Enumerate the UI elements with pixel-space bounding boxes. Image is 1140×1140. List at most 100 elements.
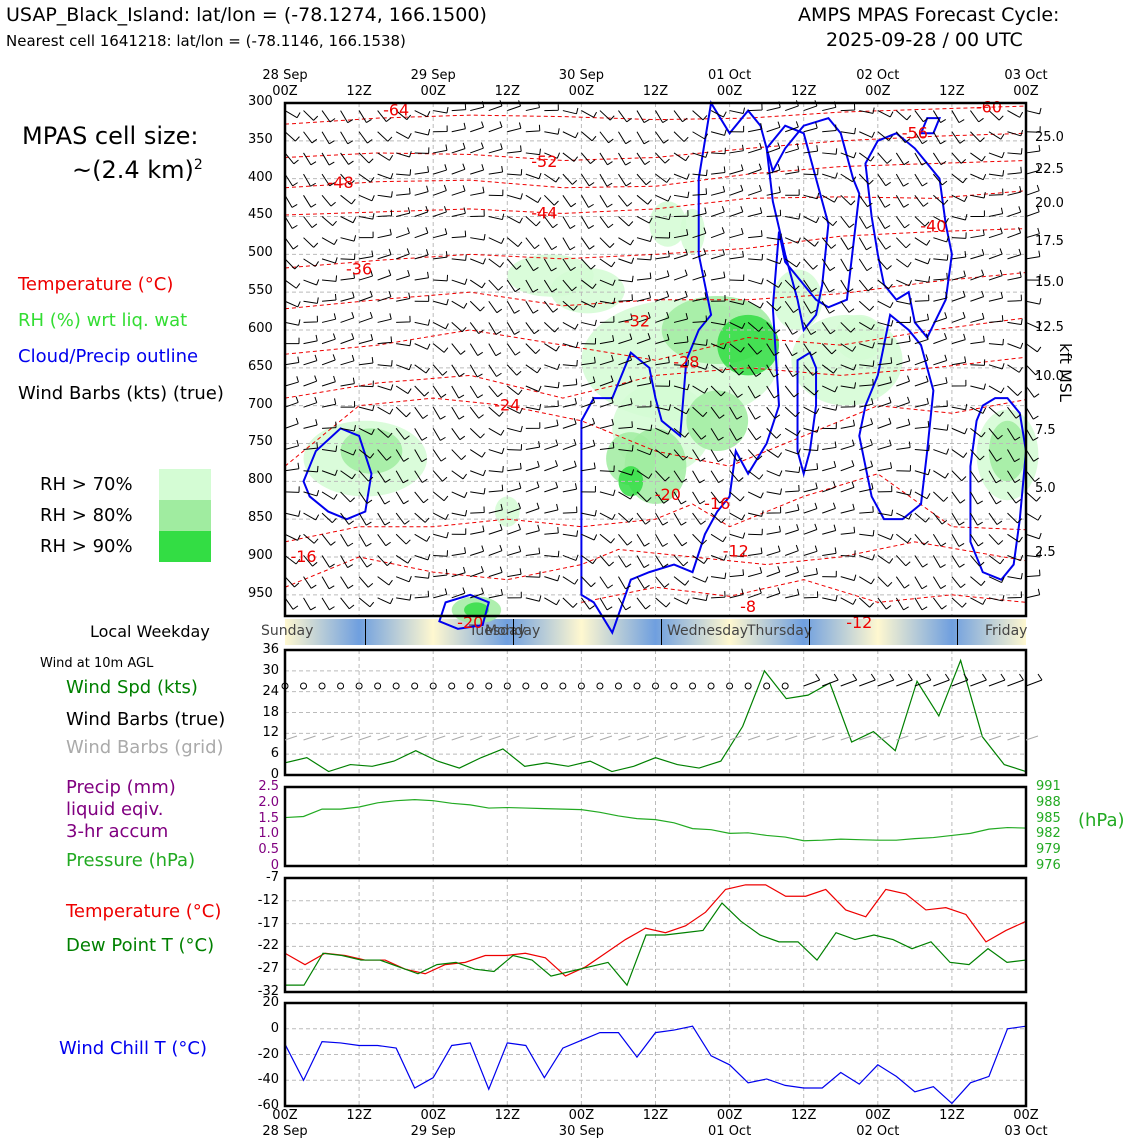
pressure-tick-label: 991 [1036, 779, 1061, 794]
wind-barb [710, 406, 725, 419]
wind-barb [766, 428, 782, 439]
wind-barb [821, 343, 837, 355]
grid-barb [581, 735, 594, 741]
grid-barb [673, 735, 687, 741]
wind-barb [414, 572, 430, 579]
wind-barb [433, 251, 448, 260]
wind-barb [877, 320, 894, 327]
wind-barb [377, 533, 391, 547]
wind-barb [432, 428, 446, 441]
wind-barb [895, 555, 911, 567]
wind-barb [858, 237, 872, 251]
wind-barb [877, 576, 893, 587]
wind-barb [340, 272, 355, 281]
wind-barb [932, 173, 948, 186]
wind-barb [377, 152, 394, 161]
wind-barb [859, 506, 874, 514]
wind-barb [414, 227, 429, 239]
wind-barb [284, 337, 300, 345]
temp-contour-label: -56 [902, 123, 928, 142]
wind-barb [506, 364, 522, 376]
temp-contour-label: -52 [531, 152, 557, 171]
wind-barb [785, 448, 801, 455]
wind-barb [896, 298, 912, 305]
wind-barb [673, 269, 688, 281]
wind-barb [525, 460, 540, 472]
wind-barb [433, 588, 448, 599]
wind-barb [859, 482, 874, 493]
wind-barb [340, 110, 354, 124]
wind-barb [340, 597, 355, 610]
wind-barb [618, 257, 635, 264]
wind-barb [673, 576, 690, 586]
wind-barb [562, 237, 576, 251]
wind-barb [636, 534, 650, 547]
wind-barb [803, 385, 819, 396]
wind-barb [951, 534, 965, 547]
wind-barb [988, 673, 1006, 687]
wind-barb [692, 248, 707, 260]
wind-barb [358, 404, 375, 412]
wind-barb [636, 377, 652, 387]
wind-barb [710, 318, 727, 326]
wind-barb [1007, 449, 1020, 463]
wind-barb [562, 258, 576, 271]
wind-speed-label: Wind Spd (kts) [66, 677, 198, 698]
wind-barb [747, 406, 761, 420]
bottom-date-label: 29 Sep [410, 1124, 456, 1139]
wind-barb [562, 195, 577, 208]
wind-barb [877, 110, 894, 118]
wind-barb [858, 597, 875, 608]
wind-barb [469, 427, 485, 439]
height-tick-label: 25.0 [1035, 130, 1064, 145]
pressure-tick-label: 900 [248, 547, 273, 563]
wind-barb [470, 164, 485, 175]
wind-barb [432, 470, 448, 482]
wind-barb [488, 121, 503, 133]
wind-barb [599, 216, 614, 229]
wind-barb [859, 529, 875, 537]
wind-barb [303, 597, 317, 611]
wind-barb [544, 363, 561, 371]
wind-barb [544, 527, 559, 535]
wind-barb [840, 343, 857, 352]
wind-barb [933, 377, 948, 387]
wind-barb [284, 195, 298, 208]
wind-barb [785, 566, 799, 578]
wind-barb [414, 554, 431, 561]
wind-barb [729, 250, 744, 260]
wind-barb [284, 279, 301, 289]
temp-contour-label: -20 [457, 613, 483, 632]
wind-barb [395, 131, 412, 139]
wind-barb [914, 397, 929, 408]
grid-barb [877, 735, 890, 741]
wind-barb [988, 207, 1004, 217]
wind-barb [525, 300, 539, 314]
wind-barb [896, 258, 912, 268]
wind-barb [692, 576, 709, 583]
wind-barb [636, 131, 650, 145]
wind-barb [766, 385, 780, 399]
precip-tick-label: 2.5 [258, 779, 279, 794]
grid-barb [636, 735, 650, 741]
y-tick-label: 0 [270, 1020, 279, 1036]
calm-circle [485, 682, 493, 690]
pressure-tick-label: 950 [248, 585, 273, 601]
wind-barb [636, 291, 652, 302]
wind-barb [488, 385, 503, 398]
wind-barb [433, 568, 448, 578]
wind-barb [433, 550, 449, 557]
wind-barb [932, 110, 946, 124]
wind-barb [914, 420, 930, 429]
wind-barb [655, 449, 671, 459]
pressure-tick-label: 350 [248, 131, 273, 147]
wind-barb [896, 512, 912, 520]
wind-barb [821, 322, 836, 335]
rh-shade [550, 267, 625, 314]
pressure-tick-label: 700 [248, 396, 273, 412]
wind-barb [951, 449, 968, 458]
wind-barb [673, 110, 688, 123]
wind-barb [969, 491, 983, 505]
wind-barb [988, 151, 1005, 159]
wind-barb [636, 333, 651, 345]
